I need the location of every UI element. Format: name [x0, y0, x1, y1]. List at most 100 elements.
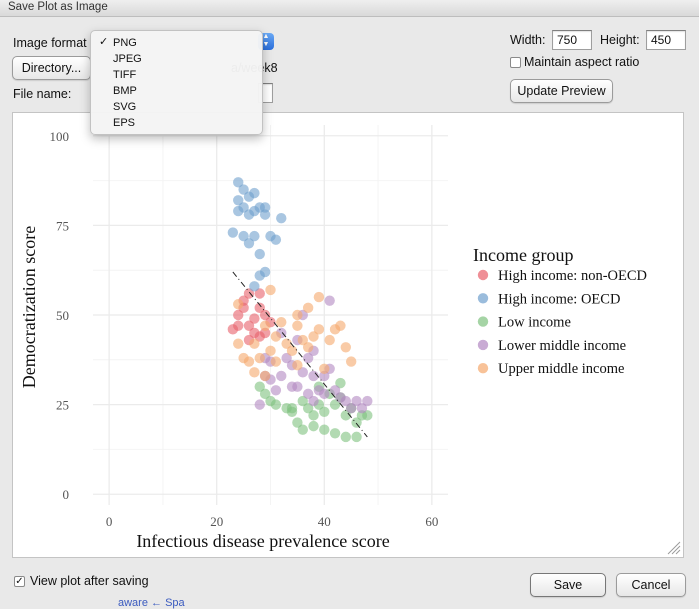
y-axis-title: Democratization score	[19, 226, 39, 388]
data-point	[243, 238, 255, 249]
window-title: Save Plot as Image	[8, 1, 108, 13]
data-point	[249, 281, 260, 292]
image-format-dropdown[interactable]: ✓ PNG JPEG TIFF BMP SVG EPS	[90, 30, 263, 135]
y-tick-label: 0	[63, 487, 70, 502]
legend-title: Income group	[473, 245, 573, 265]
format-option-eps[interactable]: EPS	[113, 117, 136, 129]
file-name-label: File name:	[13, 87, 72, 101]
data-point	[259, 209, 271, 220]
data-point	[345, 356, 357, 367]
data-point	[270, 399, 282, 410]
format-option-png[interactable]: PNG	[113, 37, 137, 49]
scatter-plot: 0 25 50 75 100 0 20 40 60 Infectious disease pr…	[19, 125, 681, 555]
data-point	[302, 342, 314, 353]
legend-label: Lower middle income	[498, 338, 626, 354]
data-point	[259, 202, 271, 213]
directory-button[interactable]: Directory...	[12, 56, 91, 80]
data-point	[302, 352, 314, 364]
y-tick-label: 25	[56, 398, 69, 413]
data-point	[302, 403, 314, 414]
width-input[interactable]: 750	[552, 30, 592, 50]
data-point	[324, 295, 335, 306]
format-option-bmp[interactable]: BMP	[113, 85, 137, 97]
save-button[interactable]: Save	[530, 573, 606, 597]
data-point	[308, 410, 319, 421]
data-point	[254, 381, 265, 392]
resize-grip-icon	[667, 541, 681, 555]
data-point	[259, 309, 271, 321]
data-point	[259, 370, 271, 382]
cancel-button[interactable]: Cancel	[616, 573, 686, 597]
image-format-label: Image format	[13, 36, 87, 50]
data-point	[329, 428, 341, 439]
data-point	[281, 338, 292, 349]
background-window-text: aware ← Spa	[118, 597, 185, 609]
format-option-jpeg[interactable]: JPEG	[113, 53, 142, 65]
y-tick-label: 50	[56, 308, 69, 323]
data-point	[340, 431, 352, 443]
data-point	[292, 381, 303, 392]
maintain-aspect-checkbox[interactable]	[510, 57, 521, 68]
data-point	[254, 352, 265, 364]
data-point	[286, 345, 298, 357]
y-tick-label: 75	[56, 218, 69, 233]
data-point	[329, 399, 341, 410]
width-label: Width:	[510, 33, 546, 47]
data-point	[233, 320, 244, 331]
data-point	[340, 410, 352, 421]
data-point	[297, 424, 308, 435]
data-point	[319, 363, 330, 374]
x-axis-title: Infectious disease prevalence score	[136, 531, 389, 551]
view-after-saving-checkbox[interactable]: ✓	[14, 576, 25, 587]
x-tick-label: 60	[425, 514, 438, 529]
format-option-tiff[interactable]: TIFF	[113, 69, 137, 81]
data-point	[270, 356, 282, 367]
data-point	[324, 334, 335, 346]
data-point	[362, 410, 373, 421]
data-point	[281, 352, 292, 364]
data-point	[259, 388, 271, 400]
data-point	[233, 299, 244, 310]
data-point	[259, 266, 271, 278]
data-point	[265, 345, 276, 357]
data-point	[243, 320, 255, 331]
x-tick-label: 40	[318, 514, 331, 529]
data-point	[259, 327, 271, 339]
data-point	[356, 403, 368, 414]
data-point	[227, 227, 239, 238]
data-point	[243, 288, 255, 299]
data-point	[292, 320, 303, 331]
data-point	[292, 417, 303, 428]
data-point	[276, 213, 287, 224]
data-point	[238, 184, 249, 195]
x-tick-label: 0	[106, 514, 113, 529]
data-point	[249, 230, 260, 242]
data-point	[313, 291, 325, 303]
y-tick-labels: 0 25 50 75 100	[50, 129, 70, 502]
data-point	[297, 395, 308, 407]
height-input[interactable]: 450	[646, 30, 686, 50]
format-option-svg[interactable]: SVG	[113, 101, 137, 113]
data-point	[243, 356, 255, 367]
plot-preview: 0 25 50 75 100 0 20 40 60 Infectious disease pr…	[12, 112, 684, 558]
data-point	[319, 370, 330, 382]
data-point	[249, 367, 260, 378]
data-point	[249, 313, 260, 324]
data-point	[286, 403, 298, 414]
data-point	[335, 377, 346, 389]
maintain-aspect-label: Maintain aspect ratio	[524, 55, 640, 69]
update-preview-button[interactable]: Update Preview	[510, 79, 613, 103]
data-point	[276, 316, 287, 328]
legend-swatch	[477, 339, 489, 351]
data-point	[335, 320, 346, 331]
data-point	[351, 431, 362, 443]
data-point	[319, 424, 330, 435]
data-point	[233, 338, 244, 349]
data-point	[362, 395, 373, 407]
title-bar: Save Plot as Image	[0, 0, 699, 17]
data-point	[308, 420, 319, 432]
data-point	[233, 195, 244, 206]
data-point	[302, 302, 314, 314]
data-point	[249, 338, 260, 349]
data-point	[351, 395, 362, 407]
